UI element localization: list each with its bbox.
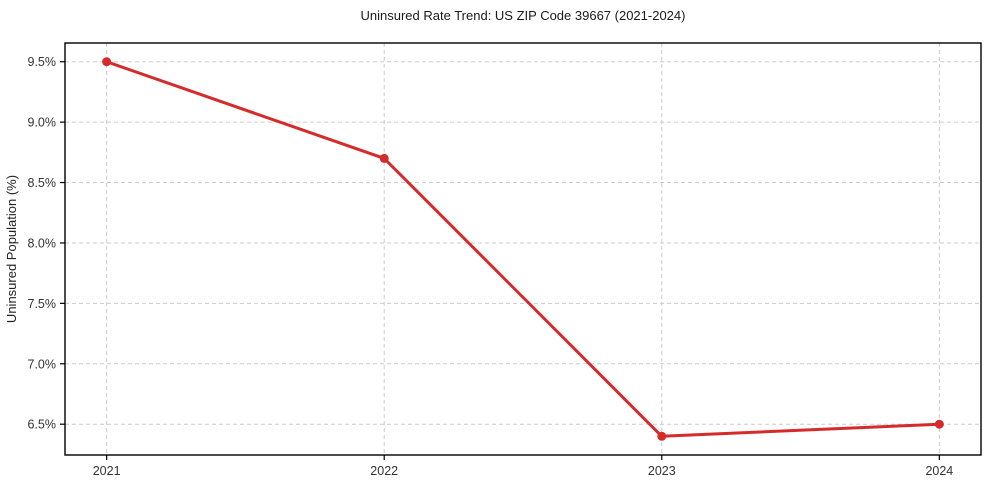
y-tick-label: 9.5% bbox=[28, 55, 57, 69]
y-tick-label: 8.5% bbox=[28, 176, 57, 190]
y-tick-label: 8.0% bbox=[28, 236, 57, 250]
y-tick-label: 9.0% bbox=[28, 116, 57, 130]
y-tick-label: 7.5% bbox=[28, 297, 57, 311]
data-series bbox=[102, 57, 944, 441]
y-axis-label: Uninsured Population (%) bbox=[4, 175, 19, 323]
y-tick-label: 7.0% bbox=[28, 357, 57, 371]
x-tick-label: 2023 bbox=[648, 464, 676, 478]
y-tick-label: 6.5% bbox=[28, 418, 57, 432]
data-point-marker bbox=[379, 153, 389, 163]
x-tick-labels: 2021 2022 2023 2024 bbox=[93, 464, 954, 478]
data-point-marker bbox=[934, 419, 944, 429]
data-point-marker bbox=[102, 57, 112, 67]
axis-ticks bbox=[60, 61, 940, 460]
x-tick-label: 2022 bbox=[370, 464, 398, 478]
chart-title: Uninsured Rate Trend: US ZIP Code 39667 … bbox=[360, 8, 686, 23]
grid-lines bbox=[65, 43, 981, 455]
data-point-marker bbox=[657, 431, 667, 441]
y-tick-labels: 6.5% 7.0% 7.5% 8.0% 8.5% 9.0% 9.5% bbox=[28, 55, 57, 431]
x-tick-label: 2024 bbox=[925, 464, 953, 478]
plot-border bbox=[64, 42, 982, 456]
x-tick-label: 2021 bbox=[93, 464, 121, 478]
data-line bbox=[105, 60, 941, 438]
